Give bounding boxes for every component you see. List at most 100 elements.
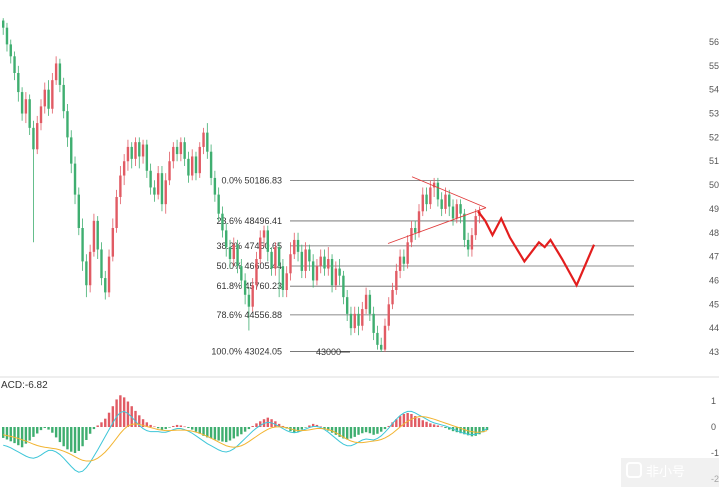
price-tick-label: 53	[709, 109, 719, 119]
candle-body	[311, 261, 315, 281]
macd-histogram-bar	[81, 427, 84, 447]
candle-body	[183, 142, 186, 159]
price-tick-label: 49	[709, 204, 719, 214]
macd-histogram-bar	[191, 427, 194, 430]
macd-histogram-bar	[13, 427, 16, 444]
price-tick-label: 43	[709, 347, 719, 357]
macd-histogram-bar	[24, 427, 28, 444]
macd-histogram-bar	[217, 427, 220, 441]
candle-body	[5, 27, 9, 45]
candle-body	[32, 127, 35, 150]
candle-body	[262, 230, 266, 238]
candle-body	[92, 220, 96, 252]
macd-histogram-bar	[368, 427, 372, 434]
candle-body	[134, 142, 137, 159]
candle-body	[259, 237, 262, 259]
macd-histogram-bar	[364, 427, 368, 433]
macd-histogram-bar	[296, 427, 300, 432]
candle-body	[54, 63, 58, 81]
macd-histogram-bar	[277, 423, 281, 427]
macd-histogram-bar	[436, 425, 440, 427]
low-marker: 43000	[316, 347, 350, 357]
candle-body	[51, 80, 54, 109]
macd-histogram-bar	[315, 424, 319, 427]
macd-histogram-bar	[440, 426, 443, 428]
macd-histogram-bar	[119, 395, 122, 427]
candle-body	[414, 228, 417, 233]
macd-histogram-bar	[311, 423, 315, 427]
macd-histogram-bar	[73, 427, 77, 453]
candle-body	[474, 216, 477, 236]
macd-histogram-bar	[168, 427, 171, 428]
candle-body	[96, 220, 99, 250]
macd-histogram-bar	[357, 427, 360, 435]
macd-histogram-bar	[5, 427, 9, 440]
candle-body	[126, 146, 130, 162]
price-tick-label: 50	[709, 180, 719, 190]
triangle-pattern	[387, 176, 487, 244]
macd-histogram-bar	[100, 422, 103, 427]
macd-histogram-bar	[474, 427, 477, 436]
candle-body	[402, 256, 406, 264]
macd-histogram-bar	[247, 427, 251, 430]
fib-level-label: 50.0% 46605.44	[216, 261, 282, 271]
candle-body	[153, 187, 156, 195]
candle-body	[198, 146, 201, 174]
candle-body	[85, 261, 88, 286]
macd-histogram-bar	[187, 427, 190, 429]
macd-histogram-bar	[448, 427, 451, 430]
macd-histogram-bar	[228, 427, 232, 441]
candle-body	[58, 63, 62, 85]
candle-body	[444, 194, 447, 209]
macd-histogram-bar	[425, 421, 428, 427]
macd-histogram-bar	[345, 427, 349, 440]
candle-body	[364, 294, 368, 310]
macd-histogram-bar	[225, 427, 228, 443]
macd-histogram-bar	[402, 414, 406, 427]
candle-body	[451, 206, 455, 219]
candle-body	[315, 266, 319, 281]
candle-body	[296, 239, 300, 252]
macd-histogram-bar	[107, 412, 111, 427]
candle-body	[425, 194, 428, 205]
macd-histogram-bar	[179, 425, 183, 427]
macd-histogram-bar	[327, 427, 330, 431]
candle-body	[251, 285, 254, 307]
candle-body	[17, 73, 20, 93]
macd-histogram-bar	[92, 427, 96, 430]
projection-line	[477, 210, 596, 288]
macd-histogram-bar	[43, 427, 46, 429]
macd-histogram-bar	[141, 419, 145, 427]
candle-body	[417, 211, 421, 233]
macd-histogram-bar	[232, 427, 235, 439]
candle-body	[149, 170, 152, 188]
macd-histogram-bar	[175, 424, 179, 427]
macd-histogram-bar	[463, 427, 466, 435]
macd-histogram-bar	[70, 427, 73, 452]
candle-body	[225, 230, 228, 248]
candle-body	[145, 144, 149, 171]
candle-body	[459, 204, 462, 214]
macd-histogram-bar	[202, 427, 205, 436]
macd-histogram-bar	[395, 419, 398, 427]
candle-body	[349, 313, 353, 329]
macd-histogram-bar	[482, 427, 485, 433]
macd-histogram-bar	[414, 416, 417, 427]
candle-body	[353, 313, 356, 329]
signal-line	[3, 416, 488, 462]
price-tick-label: 54	[709, 85, 719, 95]
candle-body	[391, 290, 394, 305]
macd-histogram-bar	[104, 418, 107, 427]
macd-histogram-bar	[115, 399, 118, 427]
candle-body	[334, 268, 338, 286]
macd-histogram-bar	[47, 427, 50, 430]
macd-histogram-bar	[387, 425, 390, 427]
macd-histogram-bar	[300, 427, 304, 430]
candle-body	[43, 89, 46, 107]
candle-body	[240, 266, 243, 281]
fib-level-label: 38.2% 47450.65	[216, 241, 282, 251]
candle-body	[330, 259, 334, 286]
macd-histogram-bar	[221, 427, 224, 442]
candle-body	[9, 44, 12, 57]
